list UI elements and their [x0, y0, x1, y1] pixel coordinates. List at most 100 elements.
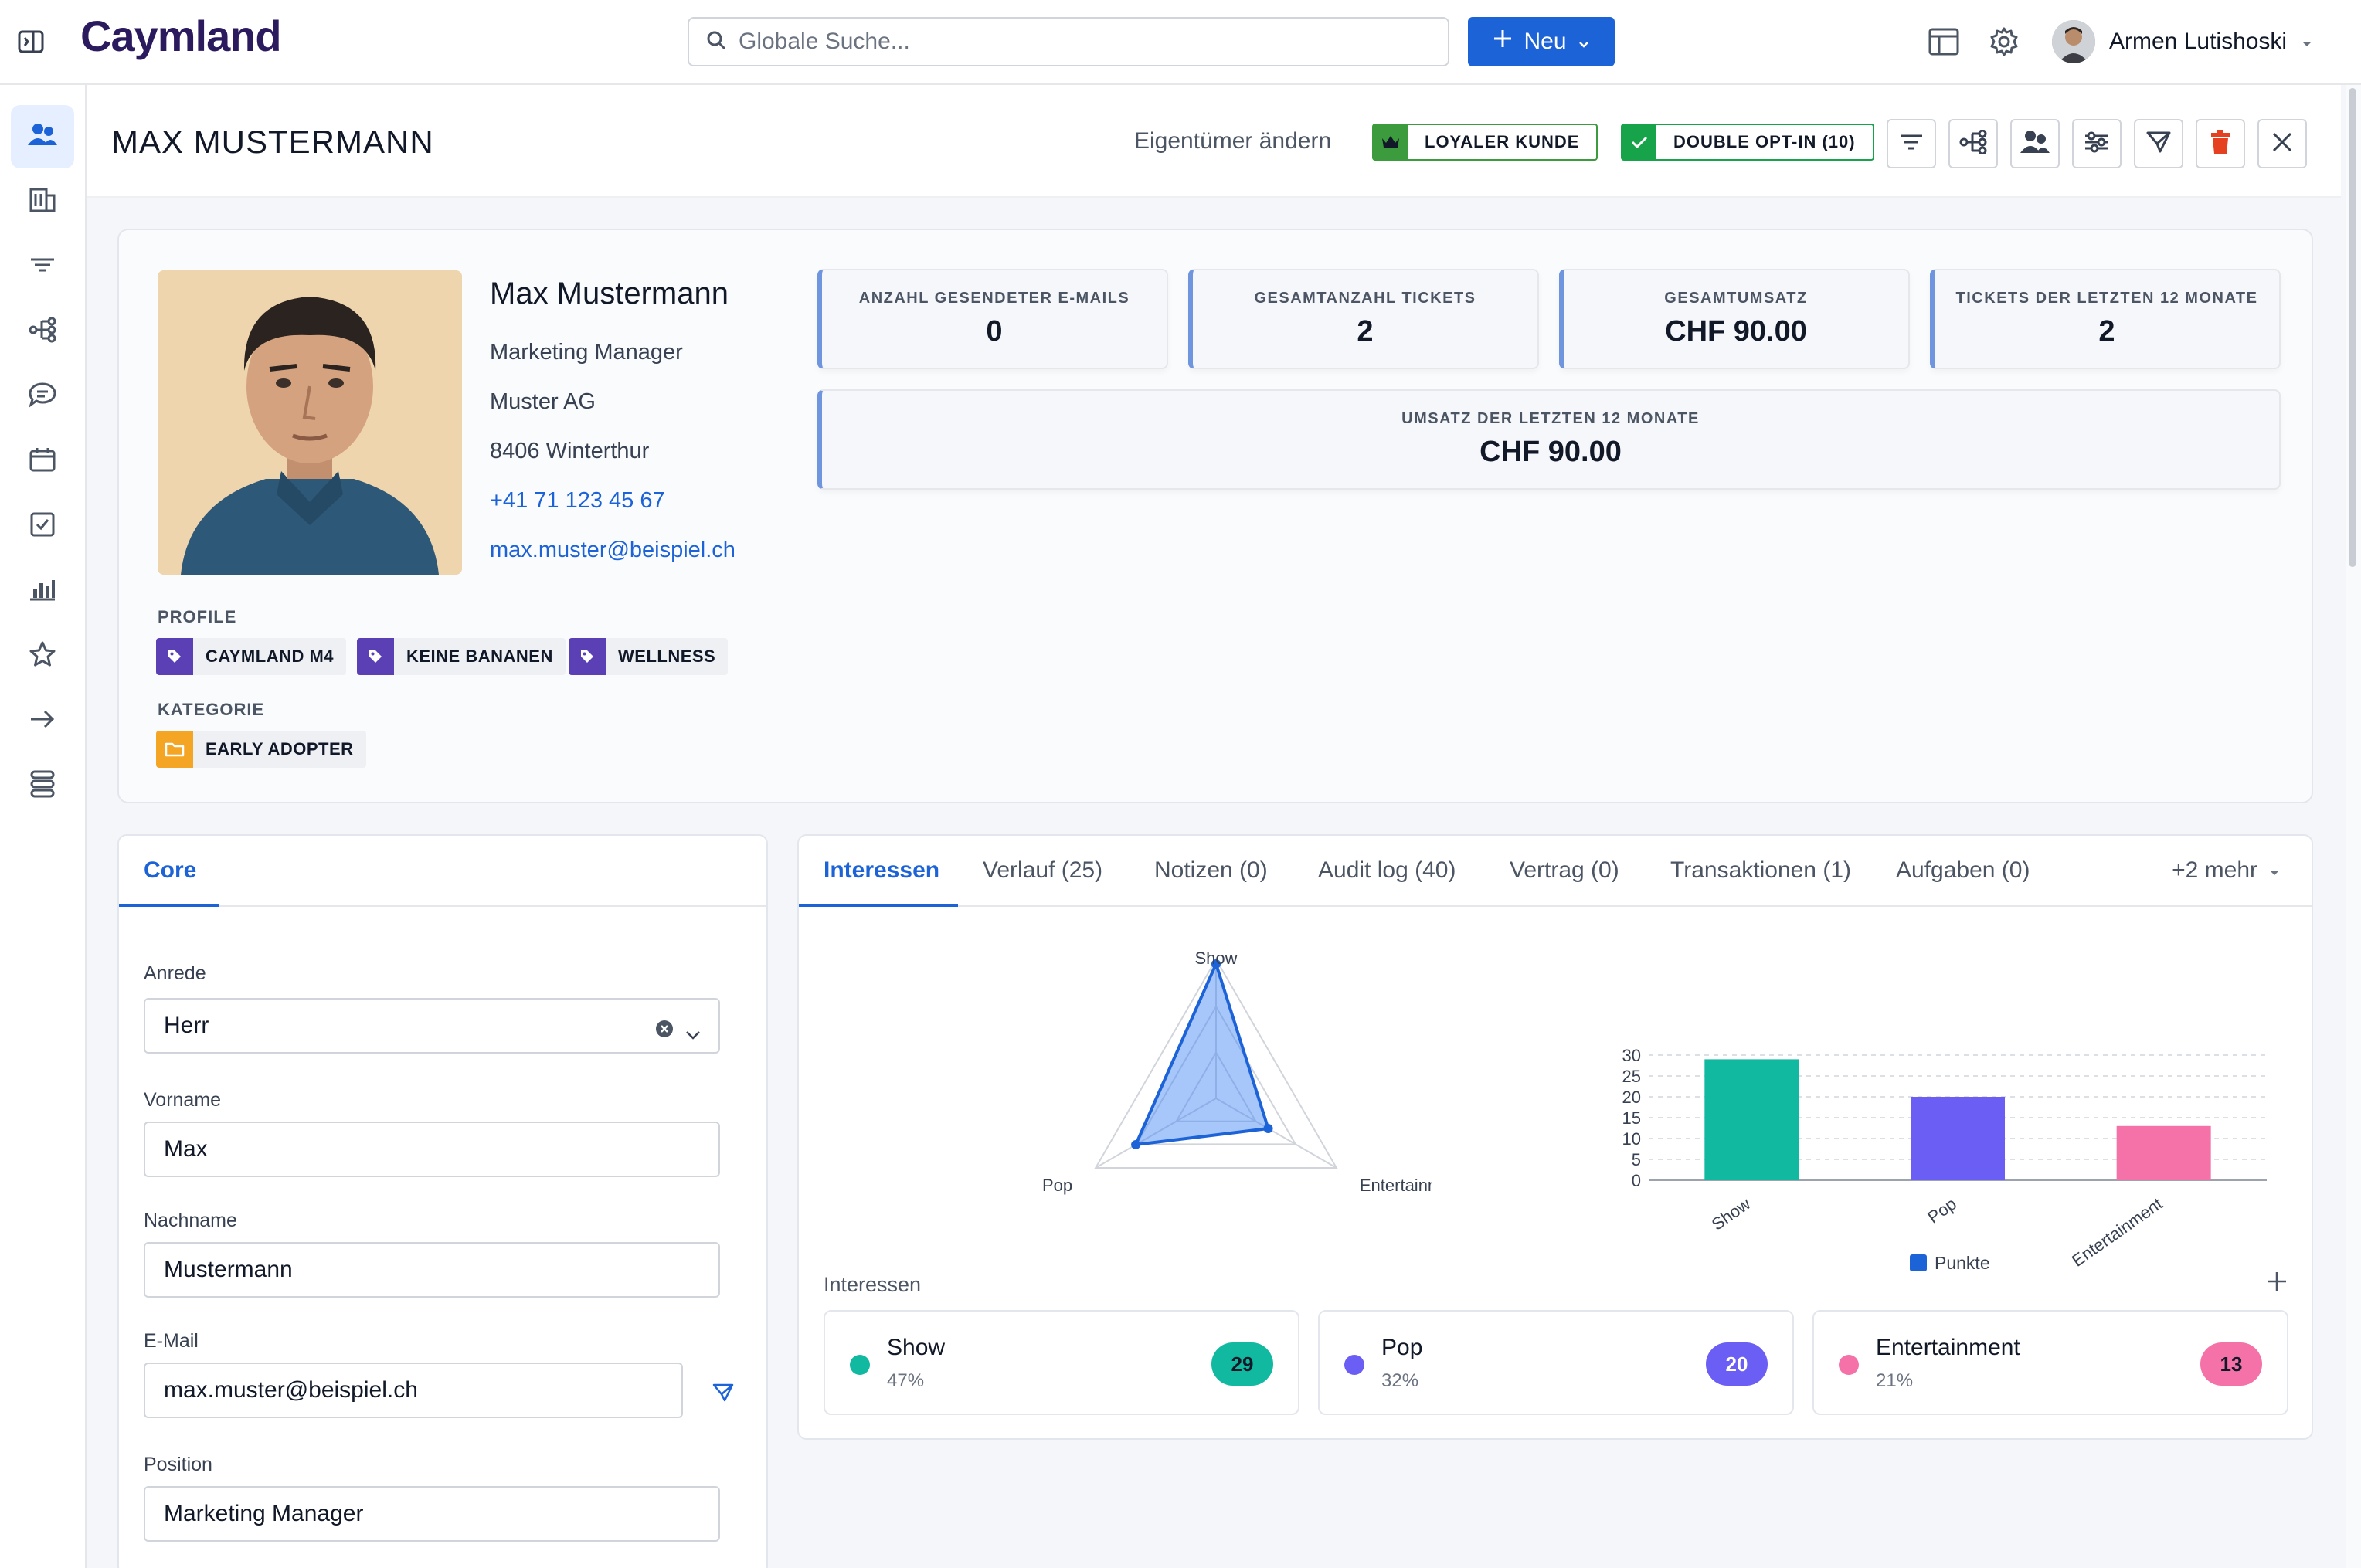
- interest-card-pop[interactable]: Pop 32% 20: [1318, 1310, 1794, 1415]
- tag-icon: [357, 638, 394, 675]
- nav-campaigns[interactable]: [11, 300, 74, 363]
- profile-tag-label: CAYMLAND M4: [206, 647, 335, 666]
- merge-contacts-button[interactable]: [2010, 119, 2060, 168]
- star-icon: [28, 640, 57, 672]
- change-owner-link[interactable]: Eigentümer ändern: [1134, 128, 1332, 154]
- tab-tasks[interactable]: Aufgaben (0): [1896, 857, 2030, 883]
- nav-tasks[interactable]: [11, 494, 74, 558]
- contact-city: 8406 Winterthur: [490, 439, 650, 463]
- arrow-right-icon: [29, 708, 56, 735]
- nav-favorites[interactable]: [11, 624, 74, 687]
- segment-filter-button[interactable]: [1887, 119, 1936, 168]
- field-label-position: Position: [144, 1454, 212, 1475]
- sidebar-toggle-icon[interactable]: [17, 28, 45, 56]
- layout-icon[interactable]: [1927, 25, 1961, 59]
- stat-value: 0: [986, 315, 1003, 348]
- nav-segments[interactable]: [11, 235, 74, 298]
- profile-tag-label: KEINE BANANEN: [406, 647, 553, 666]
- tag-icon: [156, 638, 193, 675]
- tab-history[interactable]: Verlauf (25): [983, 857, 1103, 883]
- category-tag[interactable]: EARLY ADOPTER: [156, 731, 366, 768]
- stat-label: TICKETS DER LETZTEN 12 MONATE: [1955, 290, 2258, 307]
- contact-email-link[interactable]: max.muster@beispiel.ch: [490, 538, 735, 562]
- x-tick-label: Pop: [1924, 1194, 1959, 1227]
- firstname-field[interactable]: Max: [144, 1122, 720, 1177]
- radar-point: [1211, 959, 1221, 969]
- new-button[interactable]: Neu: [1468, 17, 1615, 66]
- y-tick-label: 15: [1622, 1108, 1641, 1128]
- radar-label: Pop: [1042, 1176, 1072, 1195]
- page-scrollbar[interactable]: [2346, 85, 2361, 1568]
- clear-icon[interactable]: [655, 1018, 674, 1044]
- nav-reports[interactable]: [11, 559, 74, 623]
- flow-icon: [28, 317, 57, 347]
- campaign-button[interactable]: [1948, 119, 1998, 168]
- profile-tag[interactable]: WELLNESS: [569, 638, 729, 675]
- more-tabs-label: +2 mehr: [2172, 857, 2257, 883]
- radar-chart: Show Entertainment Pop: [1042, 949, 1432, 1195]
- tab-contract[interactable]: Vertrag (0): [1510, 857, 1619, 883]
- nav-messages[interactable]: [11, 365, 74, 428]
- radar-grid-ring: [1135, 1005, 1297, 1145]
- app-logo[interactable]: Caymland: [80, 12, 282, 60]
- gear-icon[interactable]: [1987, 25, 2021, 59]
- stat-value: CHF 90.00: [1665, 315, 1807, 348]
- tab-audit-log[interactable]: Audit log (40): [1318, 857, 1456, 883]
- flow-icon: [1959, 129, 1987, 158]
- category-tag-label: EARLY ADOPTER: [206, 739, 354, 759]
- interest-percent: 32%: [1381, 1370, 1419, 1391]
- tab-core[interactable]: Core: [144, 857, 197, 883]
- delete-button[interactable]: [2196, 119, 2245, 168]
- x-tick-label: Entertainment: [2068, 1194, 2166, 1271]
- interest-card-show[interactable]: Show 47% 29: [824, 1310, 1299, 1415]
- calendar-icon: [29, 446, 56, 477]
- scrollbar-thumb[interactable]: [2349, 88, 2356, 567]
- user-menu[interactable]: Armen Lutishoski: [2052, 19, 2313, 65]
- contact-phone-link[interactable]: +41 71 123 45 67: [490, 488, 665, 513]
- close-icon: [2271, 131, 2294, 158]
- stat-label: UMSATZ DER LETZTEN 12 MONATE: [1401, 410, 1700, 427]
- tab-transactions[interactable]: Transaktionen (1): [1670, 857, 1851, 883]
- interest-dot: [1344, 1355, 1364, 1375]
- nav-events[interactable]: [11, 429, 74, 493]
- nav-companies[interactable]: [11, 170, 74, 233]
- radar-point: [1131, 1140, 1141, 1149]
- close-button[interactable]: [2257, 119, 2307, 168]
- search-input[interactable]: [739, 29, 1418, 55]
- lastname-field[interactable]: Mustermann: [144, 1242, 720, 1298]
- stat-emails-sent: ANZAHL GESENDETER E-MAILS 0: [817, 269, 1168, 369]
- y-tick-label: 20: [1622, 1088, 1641, 1107]
- tab-notes[interactable]: Notizen (0): [1154, 857, 1268, 883]
- plus-icon: [1493, 29, 1513, 55]
- nav-redirects[interactable]: [11, 689, 74, 752]
- profile-tag[interactable]: CAYMLAND M4: [156, 638, 347, 675]
- nav-contacts[interactable]: [11, 105, 74, 168]
- filter-lines-icon: [1898, 131, 1924, 157]
- global-search[interactable]: [688, 17, 1449, 66]
- interest-card-entertainment[interactable]: Entertainment 21% 13: [1812, 1310, 2288, 1415]
- profile-tag[interactable]: KEINE BANANEN: [357, 638, 566, 675]
- send-icon[interactable]: [712, 1383, 734, 1407]
- nav-forms[interactable]: [11, 754, 74, 817]
- more-tabs-button[interactable]: +2 mehr: [2172, 857, 2281, 884]
- add-interest-icon[interactable]: [2265, 1270, 2288, 1297]
- email-field[interactable]: max.muster@beispiel.ch: [144, 1363, 683, 1418]
- preferences-button[interactable]: [2072, 119, 2122, 168]
- send-email-button[interactable]: [2134, 119, 2183, 168]
- field-label-email: E-Mail: [144, 1330, 199, 1352]
- building-icon: [28, 186, 57, 218]
- double-optin-label: DOUBLE OPT-IN (10): [1673, 132, 1856, 151]
- stat-label: GESAMTUMSATZ: [1664, 290, 1808, 307]
- radar-label: Show: [1194, 949, 1237, 968]
- search-icon: [706, 30, 726, 54]
- radar-area: [1133, 959, 1271, 1147]
- chevron-down-icon: [1578, 29, 1590, 55]
- loyal-customer-badge[interactable]: LOYALER KUNDE: [1372, 124, 1598, 161]
- double-optin-badge[interactable]: DOUBLE OPT-IN (10): [1621, 124, 1874, 161]
- position-field[interactable]: Marketing Manager: [144, 1486, 720, 1542]
- y-tick-label: 5: [1632, 1150, 1641, 1169]
- contact-company: Muster AG: [490, 389, 596, 414]
- stat-label: GESAMTANZAHL TICKETS: [1254, 290, 1476, 307]
- salutation-select[interactable]: Herr: [144, 998, 720, 1054]
- tab-interests[interactable]: Interessen: [824, 857, 940, 883]
